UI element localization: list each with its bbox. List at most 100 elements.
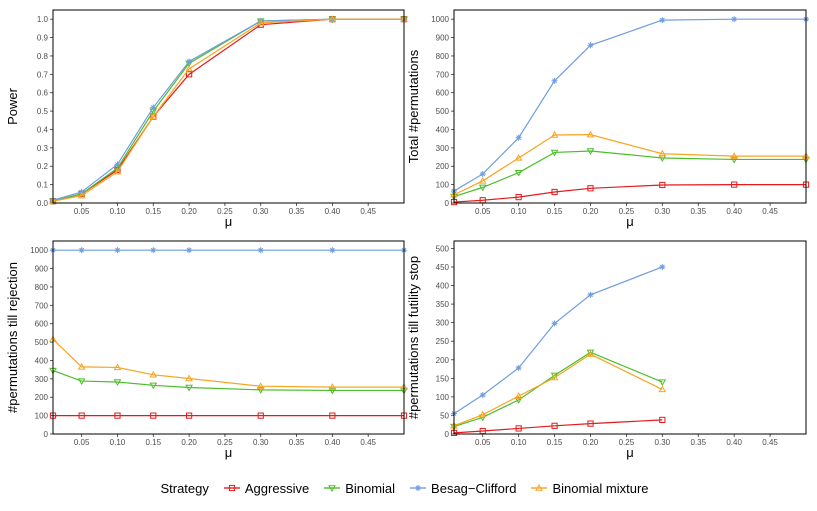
legend-item-besag-clifford[interactable]: Besag−Clifford [409,481,516,496]
permutations-till-rejection-x-tick-label: 0.25 [217,438,233,447]
legend-title: Strategy [160,480,209,496]
power-x-tick-label: 0.05 [74,207,90,216]
legend-label-binomial: Binomial [345,480,396,496]
permutations-till-rejection-series-binomial-mixture-point [328,383,337,390]
permutations-till-rejection-series-binomial-point [256,387,265,394]
total-permutations-y-tick-label: 300 [436,144,450,153]
total-permutations-x-tick-label: 0.25 [619,207,635,216]
permutations-till-futility-y-tick-label: 150 [436,374,450,383]
permutations-till-futility-panel-border [453,240,807,435]
permutations-till-futility-y-tick-label: 100 [436,393,450,402]
permutations-till-rejection-y-tick-label: 400 [35,356,49,365]
permutations-till-rejection-series-aggressive [49,412,408,419]
permutations-till-rejection-y-tick-label: 800 [35,283,49,292]
permutations-till-futility-x-tick-label: 0.25 [619,438,635,447]
panel-power: 0.0 0.1 0.2 0.3 0.4 0.5 0.6 0.7 0.8 0.9 1.0 0.05 0.1… [5,9,408,229]
power-y-tick-label: 0.9 [37,34,49,43]
power-x-tick-label: 0.40 [325,207,341,216]
permutations-till-rejection-x-tick-label: 0.20 [181,438,197,447]
power-y-tick-label: 0.7 [37,70,49,79]
permutations-till-futility-series-besag-clifford-point [587,291,594,298]
total-permutations-series-besag-clifford [451,16,809,195]
legend-key-marker [535,483,544,491]
total-permutations-series-aggressive-point [587,185,594,192]
permutations-till-futility-x-tick-label: 0.45 [762,438,778,447]
permutations-till-futility-y-tick-label: 300 [436,319,450,328]
power-series-binomial-mixture-point [113,167,122,175]
panel-permutations-till-futility: 0 50 100 150 200 250 300 350 400 450 500 0.05 0.10 0.… [406,240,807,460]
total-permutations-plot-area [454,10,806,203]
total-permutations-series-aggressive-point [731,181,738,188]
permutations-till-rejection-x-tick-label: 0.10 [110,438,126,447]
permutations-till-futility-y-tick-label: 50 [440,411,449,420]
figure: 0.0 0.1 0.2 0.3 0.4 0.5 0.6 0.7 0.8 0.9 1.0 0.05 0.1… [5,9,810,460]
power-series-binomial-mixture-point [149,112,158,120]
permutations-till-futility-series-binomial-mixture-point [550,373,559,381]
permutations-till-rejection-series-binomial-mixture-point [149,370,158,378]
total-permutations-y-tick-label: 900 [436,34,450,43]
permutations-till-rejection-y-tick-label: 100 [35,412,49,421]
power-series-binomial-mixture-point [328,15,337,22]
permutations-till-rejection-series-binomial-point [185,384,193,392]
permutations-till-futility-series-binomial-mixture-line [453,353,663,427]
legend-item-binomial[interactable]: Binomial [323,481,395,496]
total-permutations-series-binomial-mixture-point [550,130,559,138]
legend-key-aggressive [223,484,240,492]
permutations-till-rejection-series-besag-clifford-point [329,247,336,254]
permutations-till-futility-series-binomial-mixture-point [478,410,487,418]
power-panel-border [52,9,405,204]
total-permutations-y-tick-label: 0 [445,199,450,208]
total-permutations-x-tick-label: 0.40 [726,207,742,216]
permutations-till-futility-series-aggressive-point [515,425,522,432]
permutations-till-futility-y-tick-label: 400 [436,282,450,291]
legend-label-besag-clifford: Besag−Clifford [431,480,517,496]
total-permutations-series-aggressive-line [453,184,806,203]
power-x-tick-label: 0.20 [181,207,197,216]
permutations-till-rejection-series-binomial-point [77,378,86,386]
power-y-tick-label: 0.2 [37,162,49,171]
power-x-tick-label: 0.30 [253,207,269,216]
legend-item-aggressive[interactable]: Aggressive [223,481,309,496]
total-permutations-series-binomial-point [478,184,487,192]
power-series-binomial-mixture-point [185,64,193,72]
legend-key-marker [328,485,337,493]
total-permutations-x-tick-label: 0.20 [583,207,599,216]
permutations-till-rejection-series-binomial-point [149,382,158,390]
power-y-axis-title: Power [5,87,20,125]
permutations-till-rejection-y-tick-label: 0 [44,430,49,439]
legend-item-binomial-mixture[interactable]: Binomial mixture [530,481,649,496]
total-permutations-y-tick-label: 800 [436,52,450,61]
power-series-besag-clifford-point [114,161,121,168]
permutations-till-rejection-y-tick-label: 200 [35,393,49,402]
panel-total-permutations: 0 100 200 300 400 500 600 700 800 900 1000 0.05 0.10… [406,9,810,229]
power-y-tick-label: 0.4 [37,125,49,134]
permutations-till-futility-series-binomial-mixture [450,350,667,429]
total-permutations-series-besag-clifford-point [587,42,594,49]
permutations-till-rejection-series-binomial-mixture-point [256,382,265,389]
total-permutations-x-tick-label: 0.15 [547,207,563,216]
total-permutations-series-aggressive-point [515,194,522,201]
permutations-till-futility-series-binomial-mixture-point [514,392,523,399]
power-x-tick-label: 0.45 [360,207,376,216]
total-permutations-series-besag-clifford-point [551,77,558,84]
power-x-tick-label: 0.25 [217,207,233,216]
permutations-till-futility-x-tick-label: 0.10 [511,438,527,447]
total-permutations-series-besag-clifford-point [515,134,522,141]
total-permutations-series-besag-clifford-point [479,170,486,177]
permutations-till-futility-y-tick-label: 450 [436,263,450,272]
permutations-till-rejection-x-tick-label: 0.05 [74,438,90,447]
permutations-till-futility-plot-area [454,241,806,434]
total-permutations-y-tick-label: 100 [436,181,450,190]
total-permutations-series-binomial-point [550,149,559,157]
legend-label-aggressive: Aggressive [244,480,310,496]
permutations-till-rejection-series-besag-clifford-point [78,247,85,254]
permutations-till-rejection-series-aggressive-point [114,412,121,419]
permutations-till-futility-series-aggressive-point [659,416,666,423]
permutations-till-futility-series-besag-clifford-point [551,320,558,327]
permutations-till-rejection-series-binomial-mixture-point [185,374,193,382]
permutations-till-rejection-y-tick-label: 700 [35,301,49,310]
total-permutations-x-tick-label: 0.05 [475,207,491,216]
permutations-till-rejection-y-tick-label: 500 [35,338,49,347]
permutations-till-futility-series-besag-clifford-point [659,263,666,270]
total-permutations-series-aggressive-point [551,188,558,196]
